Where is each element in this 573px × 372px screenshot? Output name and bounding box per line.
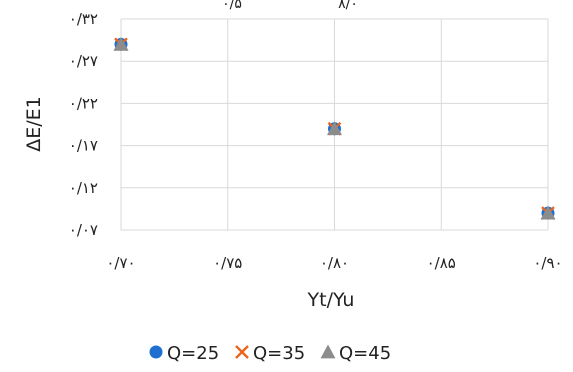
grid-lines: [120, 18, 549, 231]
y-axis-title: ΔE/E1: [23, 96, 45, 152]
legend-marker: [320, 344, 336, 359]
x-tick-label: ۰/۹۰: [533, 254, 562, 272]
legend-marker: [235, 345, 249, 359]
title-fragment-left: ۰/۵: [222, 0, 242, 12]
legend-label: Q=35: [253, 343, 305, 364]
y-tick-label: ۰/۰۷: [69, 221, 98, 239]
x-tick-label: ۰/۸۰: [320, 254, 349, 272]
y-tick-label: ۰/۱۲: [69, 179, 98, 197]
y-tick-label: ۰/۲۷: [69, 52, 98, 70]
legend-marker: [149, 345, 163, 359]
x-tick-label: ۰/۸۵: [427, 254, 456, 272]
x-axis-title: Yt/Yu: [307, 289, 355, 311]
x-axis-ticks: ۰/۷۰ ۰/۷۵ ۰/۸۰ ۰/۸۵ ۰/۹۰: [106, 254, 562, 272]
data-point: [540, 205, 556, 220]
data-point: [113, 36, 129, 51]
legend-label: Q=25: [167, 343, 219, 364]
legend-label: Q=45: [339, 343, 391, 364]
y-axis-ticks: ۰/۰۷ ۰/۱۲ ۰/۱۷ ۰/۲۲ ۰/۲۷ ۰/۳۲: [69, 10, 98, 239]
chart-title-fragments: ۰/۵ ۸/۰: [222, 0, 358, 12]
data-point: [327, 121, 342, 136]
title-fragment-right: ۸/۰: [338, 0, 358, 12]
y-tick-label: ۰/۱۷: [69, 137, 98, 155]
legend-marker-stroke-b: [235, 345, 249, 359]
data-markers: [113, 36, 556, 220]
y-tick-label: ۰/۳۲: [69, 10, 98, 28]
x-tick-label: ۰/۷۰: [106, 254, 135, 272]
y-tick-label: ۰/۲۲: [69, 94, 98, 112]
legend: Q=25 Q=35 Q=45: [149, 343, 391, 364]
series-2-points: [113, 36, 556, 220]
x-tick-label: ۰/۷۵: [213, 254, 242, 272]
